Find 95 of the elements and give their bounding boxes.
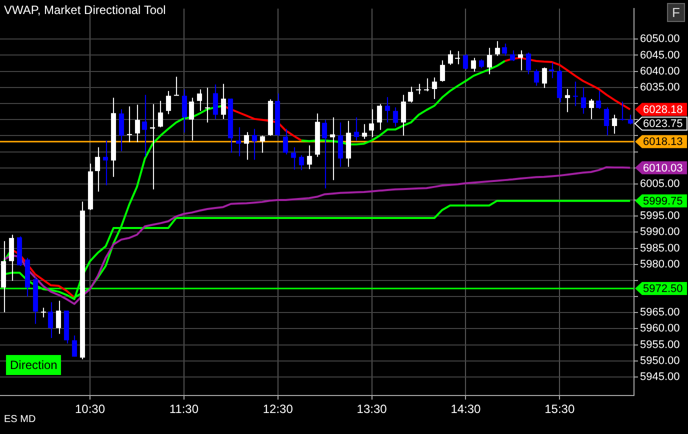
candlestick bbox=[565, 88, 570, 113]
candlestick bbox=[432, 76, 437, 100]
candlestick bbox=[205, 87, 210, 123]
candlestick bbox=[283, 128, 288, 155]
candlestick bbox=[166, 90, 171, 115]
y-tick-label: 6050.00 bbox=[640, 33, 680, 46]
candlestick bbox=[158, 100, 163, 128]
candlestick bbox=[620, 101, 625, 122]
candlestick bbox=[182, 88, 187, 133]
candlestick bbox=[440, 60, 445, 82]
text: 6028.18 bbox=[643, 104, 683, 116]
x-tick-label: 13:30 bbox=[356, 402, 388, 416]
f-button: F bbox=[667, 3, 685, 22]
ref-line-label: 5972.50 bbox=[643, 283, 683, 296]
y-tick-label: 5965.00 bbox=[640, 306, 680, 319]
candlestick bbox=[589, 98, 594, 120]
candlestick bbox=[416, 83, 421, 95]
y-tick-label: 5995.00 bbox=[640, 210, 680, 222]
x-tick-label: 15:30 bbox=[544, 402, 575, 416]
candlestick bbox=[534, 68, 539, 86]
candlestick bbox=[221, 83, 226, 120]
candlestick bbox=[401, 94, 406, 136]
y-tick-label: 5945.00 bbox=[640, 370, 680, 383]
candlestick bbox=[56, 300, 61, 334]
candlestick bbox=[581, 86, 586, 114]
candlestick bbox=[612, 114, 617, 134]
y-tick-label: 5980.00 bbox=[640, 258, 680, 270]
candlestick bbox=[471, 57, 476, 72]
candlestick bbox=[9, 234, 14, 282]
candlestick bbox=[502, 43, 507, 56]
direction-button: Direction bbox=[6, 355, 62, 375]
candlestick bbox=[174, 76, 179, 96]
y-tick-label: 5955.00 bbox=[640, 338, 680, 351]
x-tick-label: 11:30 bbox=[169, 402, 199, 416]
y-tick-label: 6005.00 bbox=[640, 178, 680, 190]
candlestick bbox=[72, 334, 77, 358]
candlestick bbox=[307, 144, 312, 170]
candlestick bbox=[495, 40, 500, 56]
candlestick bbox=[119, 108, 124, 152]
candlestick bbox=[103, 140, 108, 186]
y-tick-label: 6045.00 bbox=[640, 49, 680, 62]
candlestick bbox=[189, 97, 194, 141]
x-tick-label: 10:30 bbox=[74, 402, 106, 416]
candlestick bbox=[213, 84, 218, 120]
x-tick-label: 14:30 bbox=[450, 402, 482, 416]
candlestick bbox=[135, 104, 140, 143]
candlestick bbox=[291, 146, 296, 170]
candlestick bbox=[299, 154, 304, 171]
candlestick bbox=[41, 307, 46, 318]
candlestick bbox=[354, 116, 359, 141]
candlestick bbox=[487, 47, 492, 75]
candlestick bbox=[377, 104, 382, 130]
text: 6023.75 bbox=[643, 118, 683, 130]
chart-title: VWAP, Market Directional Tool bbox=[4, 3, 166, 17]
candlestick bbox=[362, 124, 367, 140]
candlestick bbox=[518, 50, 523, 71]
candlestick bbox=[197, 88, 202, 112]
y-tick-label: 5985.00 bbox=[640, 242, 680, 254]
y-tick-label: 6040.00 bbox=[640, 65, 680, 78]
candlestick bbox=[338, 122, 343, 168]
x-tick-label: 12:30 bbox=[262, 402, 294, 416]
y-tick-label: 6035.00 bbox=[640, 81, 680, 94]
candlestick bbox=[455, 50, 460, 65]
candlestick bbox=[142, 94, 147, 157]
candlestick bbox=[369, 108, 374, 138]
text: ES MD bbox=[4, 414, 36, 425]
y-tick-label: 5950.00 bbox=[640, 354, 680, 367]
candlestick bbox=[596, 90, 601, 110]
candlestick bbox=[526, 52, 531, 75]
ref-line-label: 6018.13 bbox=[643, 136, 683, 148]
candlestick bbox=[322, 119, 327, 189]
candlestick bbox=[48, 302, 53, 339]
candlestick bbox=[393, 106, 398, 128]
candlestick bbox=[95, 146, 100, 192]
candlestick bbox=[510, 50, 515, 62]
text: 5999.75 bbox=[643, 195, 683, 208]
candlestick bbox=[127, 106, 132, 143]
candlestick bbox=[604, 106, 609, 136]
candlestick bbox=[330, 116, 335, 181]
candlestick bbox=[260, 135, 265, 154]
candlestick bbox=[448, 50, 453, 66]
candlestick bbox=[252, 128, 257, 160]
candlestick bbox=[244, 132, 249, 160]
y-tick-label: 5960.00 bbox=[640, 322, 680, 335]
candlestick bbox=[463, 54, 468, 70]
y-tick-label: 5990.00 bbox=[640, 226, 680, 238]
candlestick bbox=[542, 66, 547, 89]
candlestick bbox=[549, 62, 554, 79]
candlestick bbox=[236, 126, 241, 157]
candlestick bbox=[573, 81, 578, 107]
candlestick bbox=[424, 78, 429, 92]
candlestick bbox=[628, 114, 633, 125]
candlestick bbox=[385, 96, 390, 123]
text: 6010.03 bbox=[643, 162, 683, 174]
candlestick bbox=[408, 86, 413, 104]
